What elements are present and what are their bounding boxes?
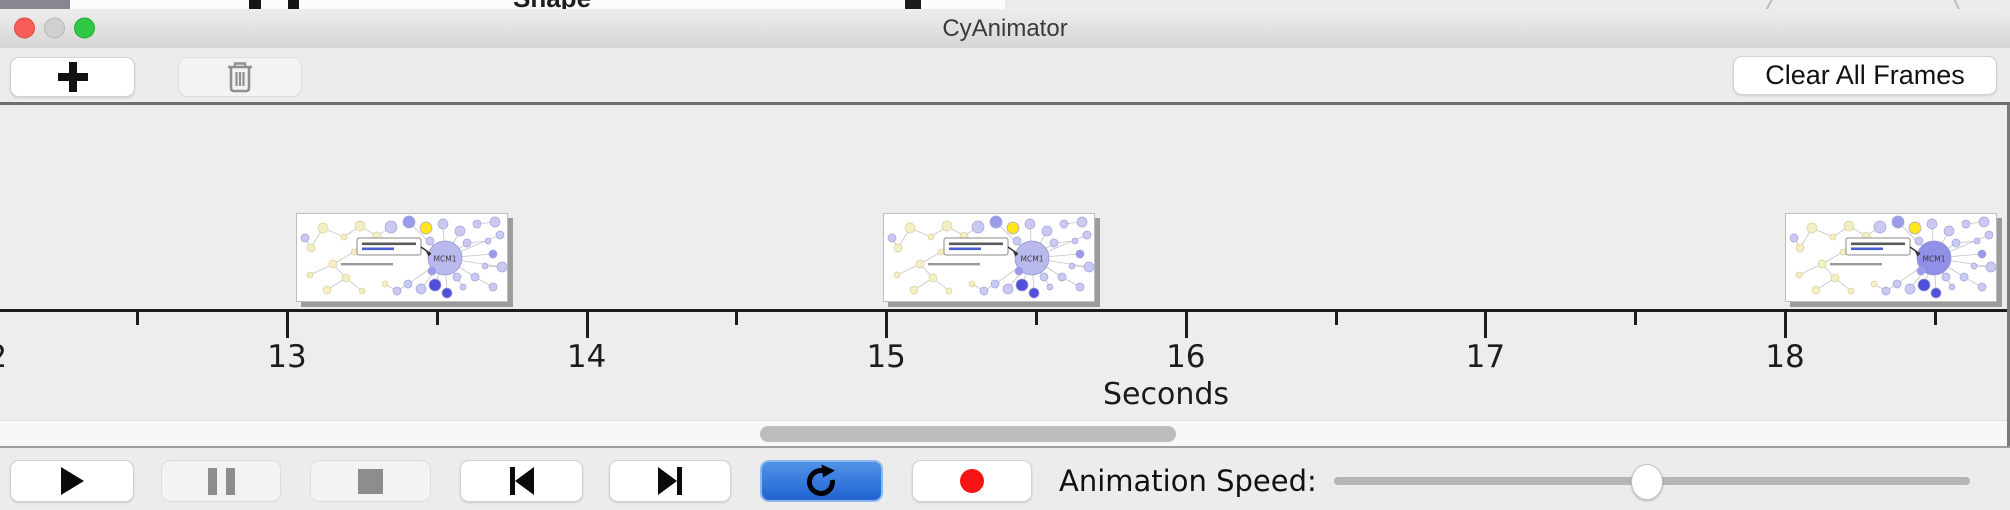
- thumbnail-hub-label: MCM1: [1922, 255, 1945, 264]
- minimize-button[interactable]: [44, 17, 65, 39]
- tick-minor: [435, 312, 439, 325]
- tick-major: [1484, 312, 1488, 338]
- tick-major: [1184, 312, 1188, 338]
- timeline-axis: [0, 309, 2007, 312]
- thumbnail-hub-label: MCM1: [1021, 255, 1044, 264]
- frame-thumbnail-3[interactable]: MCM1: [1784, 213, 1997, 302]
- background-edge-line: [1763, 0, 1775, 9]
- window-title: CyAnimator: [942, 15, 1068, 42]
- network-thumbnail-svg: MCM1: [1785, 214, 1996, 301]
- background-edge-line: [1952, 0, 1962, 9]
- controls-separator: [0, 446, 2010, 448]
- loop-icon: [806, 464, 835, 496]
- timeline-scrollbar[interactable]: [0, 420, 2007, 446]
- skip-to-end-button[interactable]: [609, 460, 731, 502]
- timeline-panel[interactable]: MCM1 MCM1 MCM1 12 13 14 15 16 17 18 Seconds: [0, 105, 2010, 446]
- toolbar-separator: [0, 102, 2010, 105]
- skip-to-start-button[interactable]: [460, 460, 583, 502]
- stop-button[interactable]: [310, 460, 431, 502]
- clear-all-frames-button[interactable]: Clear All Frames: [1733, 56, 1997, 95]
- add-frame-button[interactable]: [10, 57, 135, 97]
- background-block: [0, 0, 70, 9]
- stop-icon: [358, 468, 383, 494]
- pause-button[interactable]: [161, 460, 281, 502]
- record-icon: [960, 469, 984, 493]
- play-icon: [61, 467, 84, 495]
- tick-label: 12: [0, 339, 27, 375]
- frame-thumbnail-1[interactable]: MCM1: [295, 213, 508, 302]
- trash-icon: [228, 62, 252, 93]
- tick-major: [286, 312, 289, 338]
- clear-all-frames-label: Clear All Frames: [1765, 60, 1965, 90]
- background-mark: [249, 0, 261, 9]
- background-mark: [905, 0, 921, 9]
- tick-minor: [1634, 312, 1638, 325]
- tick-major: [585, 312, 589, 338]
- animation-speed-label: Animation Speed:: [1059, 464, 1317, 498]
- tick-label: 15: [866, 339, 906, 375]
- window-titlebar: CyAnimator: [0, 9, 2010, 49]
- background-mark: [288, 0, 299, 9]
- background-canvas: Shape: [70, 0, 1005, 9]
- pause-icon: [207, 467, 235, 495]
- network-thumbnail-svg: MCM1: [296, 214, 507, 301]
- skip-start-icon: [509, 467, 534, 495]
- tick-minor: [1933, 312, 1937, 325]
- network-thumbnail-svg: MCM1: [884, 214, 1095, 301]
- skip-end-icon: [658, 467, 682, 495]
- tick-label: 17: [1465, 339, 1506, 375]
- frame-toolbar: Clear All Frames: [0, 48, 2010, 102]
- close-button[interactable]: [14, 17, 35, 39]
- delete-frame-button[interactable]: [178, 57, 302, 97]
- tick-label: 18: [1765, 339, 1805, 375]
- tick-label: 14: [566, 339, 607, 375]
- zoom-button[interactable]: [74, 17, 95, 39]
- tick-label: 13: [267, 339, 307, 375]
- tick-minor: [735, 312, 739, 325]
- axis-caption: Seconds: [1102, 377, 1230, 412]
- tick-minor: [1035, 312, 1038, 325]
- plus-icon: [57, 62, 88, 92]
- record-button[interactable]: [912, 460, 1032, 502]
- tick-minor: [1334, 312, 1338, 325]
- background-window-strip: Shape: [0, 0, 2010, 9]
- playback-controls: Animation Speed:: [0, 448, 2010, 510]
- background-partial-text: Shape: [513, 0, 591, 9]
- scrollbar-thumb[interactable]: [759, 426, 1176, 442]
- tick-major: [885, 312, 889, 338]
- tick-major: [1784, 312, 1787, 338]
- tick-label: 16: [1166, 339, 1206, 375]
- thumbnail-hub-label: MCM1: [433, 255, 456, 264]
- loop-button[interactable]: [760, 460, 883, 502]
- speed-slider-thumb[interactable]: [1630, 464, 1663, 500]
- frame-thumbnail-2[interactable]: MCM1: [883, 213, 1096, 302]
- play-button[interactable]: [10, 460, 134, 502]
- tick-minor: [136, 312, 140, 325]
